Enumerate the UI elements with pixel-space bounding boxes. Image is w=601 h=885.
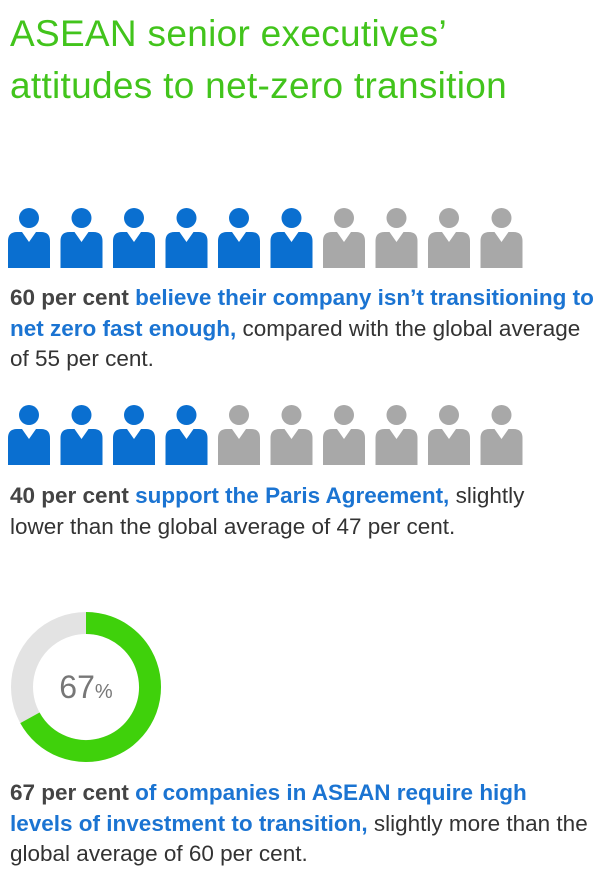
icon-head <box>124 405 144 425</box>
icon-body <box>8 429 50 465</box>
stat-text: 67 per cent of companies in ASEAN requir… <box>10 778 595 870</box>
person-icon <box>480 405 523 465</box>
icon-head <box>124 208 144 228</box>
icon-body <box>375 232 418 268</box>
icon-head <box>386 405 407 425</box>
stat-rest: slightly lower than the global average o… <box>10 483 525 539</box>
icon-head <box>19 405 39 425</box>
stat-highlight: support the Paris Agreement, <box>135 483 450 508</box>
icon-body <box>270 232 313 268</box>
person-icon <box>375 208 418 268</box>
icon-head <box>439 405 459 425</box>
stat-text: 40 per cent support the Paris Agreement,… <box>10 481 530 542</box>
icon-body <box>428 429 470 465</box>
icon-head <box>176 405 197 425</box>
icon-head <box>281 208 302 228</box>
donut-arc <box>20 612 161 762</box>
person-icon <box>270 405 313 465</box>
person-icon <box>323 405 365 465</box>
icon-body <box>113 429 155 465</box>
stat-rest: slightly more than the global average of… <box>10 810 588 867</box>
icon-body <box>113 232 155 268</box>
person-icon <box>218 208 260 268</box>
icon-head <box>229 405 249 425</box>
person-icon <box>480 208 523 268</box>
person-icon <box>428 208 470 268</box>
person-icon <box>375 405 418 465</box>
person-icon <box>113 405 155 465</box>
pictogram-row <box>8 405 523 465</box>
stat-lead: 60 per cent <box>10 285 129 310</box>
icon-body <box>60 232 103 268</box>
icon-body <box>323 232 365 268</box>
icon-head <box>334 208 354 228</box>
pictogram-row <box>8 208 523 268</box>
icon-head <box>491 208 512 228</box>
person-icon <box>165 208 208 268</box>
person-icon <box>218 405 260 465</box>
person-icon <box>8 405 50 465</box>
title: ASEAN senior executives’ attitudes to ne… <box>10 13 508 106</box>
icon-body <box>323 429 365 465</box>
icon-head <box>176 208 197 228</box>
person-icon <box>113 208 155 268</box>
icon-body <box>218 429 260 465</box>
icon-body <box>375 429 418 465</box>
icon-body <box>218 232 260 268</box>
icon-body <box>428 232 470 268</box>
icon-body <box>165 232 208 268</box>
stat-highlight: believe their company isn’t transitionin… <box>10 285 594 341</box>
stat-text: 60 per cent believe their company isn’t … <box>10 283 595 375</box>
icon-body <box>270 429 313 465</box>
donut-label: 67% <box>59 669 113 705</box>
icon-body <box>60 429 103 465</box>
person-icon <box>428 405 470 465</box>
icon-head <box>491 405 512 425</box>
icon-body <box>8 232 50 268</box>
person-icon <box>60 208 103 268</box>
icon-head <box>71 208 92 228</box>
icon-head <box>19 208 39 228</box>
stat-rest: compared with the global average of 55 p… <box>10 315 581 372</box>
icon-head <box>281 405 302 425</box>
icon-head <box>71 405 92 425</box>
person-icon <box>323 208 365 268</box>
donut-number: 67 <box>59 669 95 705</box>
icon-head <box>386 208 407 228</box>
person-icon <box>8 208 50 268</box>
donut: 67% <box>11 612 161 762</box>
person-icon <box>165 405 208 465</box>
icon-body <box>480 429 523 465</box>
person-icon <box>270 208 313 268</box>
filled-icons <box>8 208 313 268</box>
person-icon <box>60 405 103 465</box>
filled-icons <box>8 405 208 465</box>
stat-lead: 67 per cent <box>10 780 129 805</box>
icon-head <box>229 208 249 228</box>
icon-head <box>439 208 459 228</box>
stat-lead: 40 per cent <box>10 483 129 508</box>
stat-highlight: of companies in ASEAN require high level… <box>10 780 527 836</box>
donut-unit: % <box>95 681 113 703</box>
icon-body <box>480 232 523 268</box>
icon-body <box>165 429 208 465</box>
icon-head <box>334 405 354 425</box>
